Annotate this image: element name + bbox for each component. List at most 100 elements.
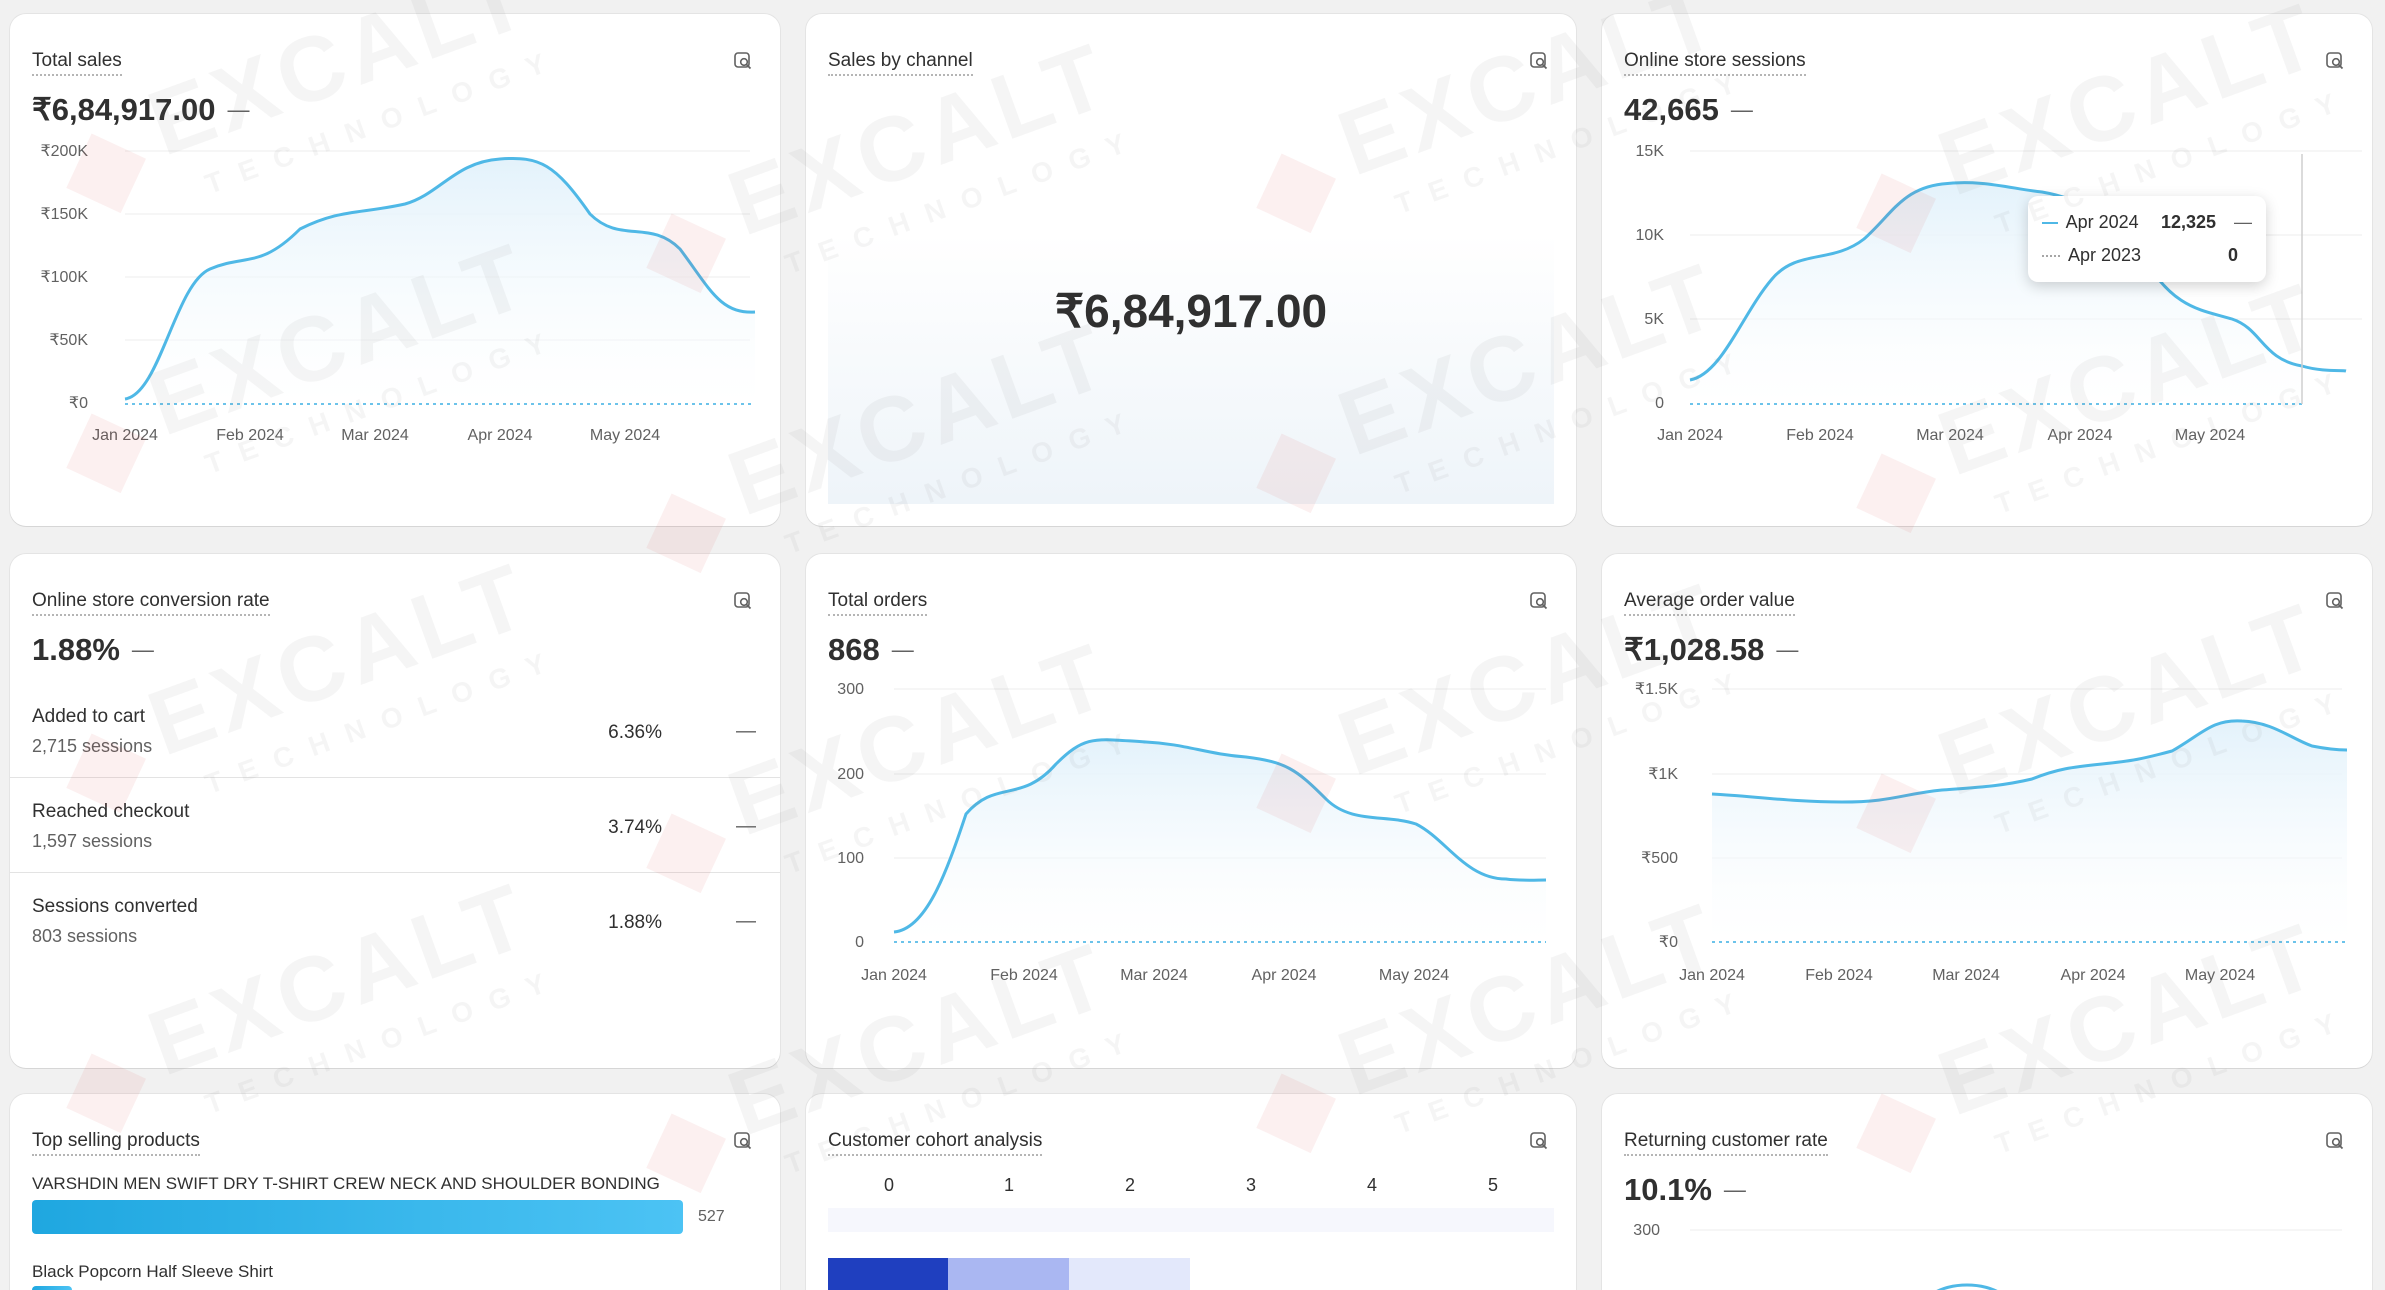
orders-chart: 300 200 100 0 Jan 2024 Feb 2024 Mar 2024… (837, 681, 1547, 984)
cohort-column-5: 5 (1487, 1175, 1498, 1195)
card-title[interactable]: Sales by channel (828, 50, 973, 76)
card-title[interactable]: Average order value (1624, 590, 1795, 616)
sessions-chart: 15K 10K 5K 0 Jan 2024 Feb 2024 Mar 2024 … (1636, 143, 2362, 444)
area-fill (1712, 720, 2347, 942)
conversion-rate-card[interactable]: Online store conversion rate 1.88% — Add… (10, 554, 780, 1068)
product-bar[interactable] (32, 1286, 72, 1290)
card-title[interactable]: Online store sessions (1624, 50, 1806, 76)
explore-report-icon[interactable] (2324, 1130, 2346, 1152)
product-bar[interactable] (32, 1200, 683, 1234)
product-name[interactable]: VARSHDIN MEN SWIFT DRY T-SHIRT CREW NECK… (32, 1174, 660, 1193)
y-tick: 0 (855, 934, 864, 951)
card-title[interactable]: Customer cohort analysis (828, 1130, 1043, 1156)
card-title[interactable]: Top selling products (32, 1130, 200, 1156)
area-fill (125, 158, 755, 404)
previous-series-swatch (2042, 254, 2060, 257)
y-tick: ₹100K (40, 269, 88, 286)
explore-report-icon[interactable] (1528, 1130, 1550, 1152)
tooltip-label: Apr 2023 (2068, 245, 2142, 265)
online-sessions-card[interactable]: Online store sessions 42,665 — 15K 10K 5… (1602, 14, 2372, 526)
cohort-cell[interactable] (828, 1258, 948, 1290)
x-tick: Mar 2024 (341, 427, 409, 444)
x-tick: Feb 2024 (990, 967, 1058, 984)
product-quantity: 527 (698, 1208, 725, 1225)
tooltip-value: 0 (2227, 245, 2238, 265)
comparison-dash: — (1776, 637, 1799, 662)
funnel-sessions: 2,715 sessions (32, 736, 153, 756)
card-title[interactable]: Total sales (32, 50, 122, 76)
tooltip-row-previous: Apr 2023 0 (2042, 239, 2252, 272)
y-tick: 100 (837, 850, 864, 867)
metric-value: 42,665 — (1624, 92, 1753, 128)
orders-value: 868 (828, 632, 880, 667)
funnel-percent: 6.36% (608, 722, 662, 743)
series-line (893, 738, 1547, 934)
explore-report-icon[interactable] (732, 590, 754, 612)
aov-chart: ₹1.5K ₹1K ₹500 ₹0 Jan 2024 Feb 2024 Mar … (1635, 681, 2348, 984)
funnel-row-reached-checkout[interactable]: Reached checkout 1,597 sessions 3.74% — (10, 779, 780, 873)
y-tick: 5K (1644, 311, 1664, 328)
cohort-cell[interactable] (948, 1258, 1069, 1290)
cohort-cell[interactable] (1069, 1258, 1190, 1290)
funnel-dash: — (736, 910, 756, 932)
funnel-row-added-to-cart[interactable]: Added to cart 2,715 sessions 6.36% — (10, 684, 780, 778)
x-tick: Jan 2024 (1679, 967, 1745, 984)
top-products-card[interactable]: Top selling products VARSHDIN MEN SWIFT … (10, 1094, 780, 1290)
explore-report-icon[interactable] (2324, 50, 2346, 72)
funnel-sessions: 1,597 sessions (32, 831, 153, 851)
card-title[interactable]: Online store conversion rate (32, 590, 270, 616)
cohort-column-2: 2 (1124, 1175, 1135, 1195)
funnel-row-sessions-converted[interactable]: Sessions converted 803 sessions 1.88% — (10, 874, 780, 968)
total-sales-card[interactable]: Total sales ₹6,84,917.00 — ₹200K ₹150K ₹… (10, 14, 780, 526)
y-tick: ₹1.5K (1635, 681, 1678, 698)
x-tick: Jan 2024 (861, 967, 927, 984)
y-tick: 10K (1636, 227, 1665, 244)
funnel-dash: — (736, 720, 756, 742)
x-tick: Jan 2024 (92, 427, 158, 444)
comparison-dash: — (891, 637, 914, 662)
explore-report-icon[interactable] (1528, 590, 1550, 612)
total-sales-chart: ₹200K ₹150K ₹100K ₹50K ₹0 Jan 2024 Feb 2… (40, 143, 756, 444)
y-tick: ₹150K (40, 206, 88, 223)
total-orders-card[interactable]: Total orders 868 — 300 200 100 0 Jan 202… (806, 554, 1576, 1068)
series-line (1689, 181, 2347, 382)
returning-customer-card[interactable]: Returning customer rate 10.1% — 300 (1602, 1094, 2372, 1290)
card-title[interactable]: Returning customer rate (1624, 1130, 1828, 1156)
y-tick: ₹0 (1659, 934, 1678, 951)
y-tick: 200 (837, 766, 864, 783)
y-tick: ₹1K (1648, 766, 1678, 783)
explore-report-icon[interactable] (1528, 50, 1550, 72)
x-tick: Apr 2024 (2048, 427, 2113, 444)
sessions-value: 42,665 (1624, 92, 1719, 127)
tooltip-row-current: Apr 2024 12,325 — (2042, 206, 2252, 239)
x-tick: Feb 2024 (1805, 967, 1873, 984)
metric-value: 1.88% — (32, 632, 154, 668)
sales-by-channel-card[interactable]: Sales by channel ₹6,84,917.00 (806, 14, 1576, 526)
x-tick: Feb 2024 (1786, 427, 1854, 444)
product-name[interactable]: Black Popcorn Half Sleeve Shirt (32, 1262, 273, 1281)
funnel-sessions: 803 sessions (32, 926, 138, 946)
x-tick: May 2024 (2185, 967, 2255, 984)
y-tick: 300 (1633, 1222, 1660, 1239)
comparison-dash: — (131, 637, 154, 662)
chart-tooltip: Apr 2024 12,325 — Apr 2023 0 (2028, 196, 2266, 282)
metric-value: ₹1,028.58 — (1624, 632, 1798, 668)
explore-report-icon[interactable] (732, 1130, 754, 1152)
funnel-label: Reached checkout (32, 801, 190, 822)
channel-total-value: ₹6,84,917.00 (1054, 285, 1328, 337)
explore-report-icon[interactable] (2324, 590, 2346, 612)
tooltip-label: Apr 2024 (2065, 212, 2139, 232)
x-tick: May 2024 (590, 427, 660, 444)
average-order-value-card[interactable]: Average order value ₹1,028.58 — ₹1.5K ₹1… (1602, 554, 2372, 1068)
area-fill (1690, 182, 2302, 404)
cohort-column-3: 3 (1245, 1175, 1256, 1195)
x-tick: Mar 2024 (1916, 427, 1984, 444)
x-tick: Apr 2024 (468, 427, 533, 444)
y-tick: ₹50K (49, 332, 88, 349)
explore-report-icon[interactable] (732, 50, 754, 72)
x-tick: Jan 2024 (1657, 427, 1723, 444)
card-title[interactable]: Total orders (828, 590, 928, 616)
cohort-analysis-card[interactable]: Customer cohort analysis (806, 1094, 1576, 1290)
area-fill (894, 739, 1546, 942)
y-tick: ₹500 (1641, 850, 1678, 867)
